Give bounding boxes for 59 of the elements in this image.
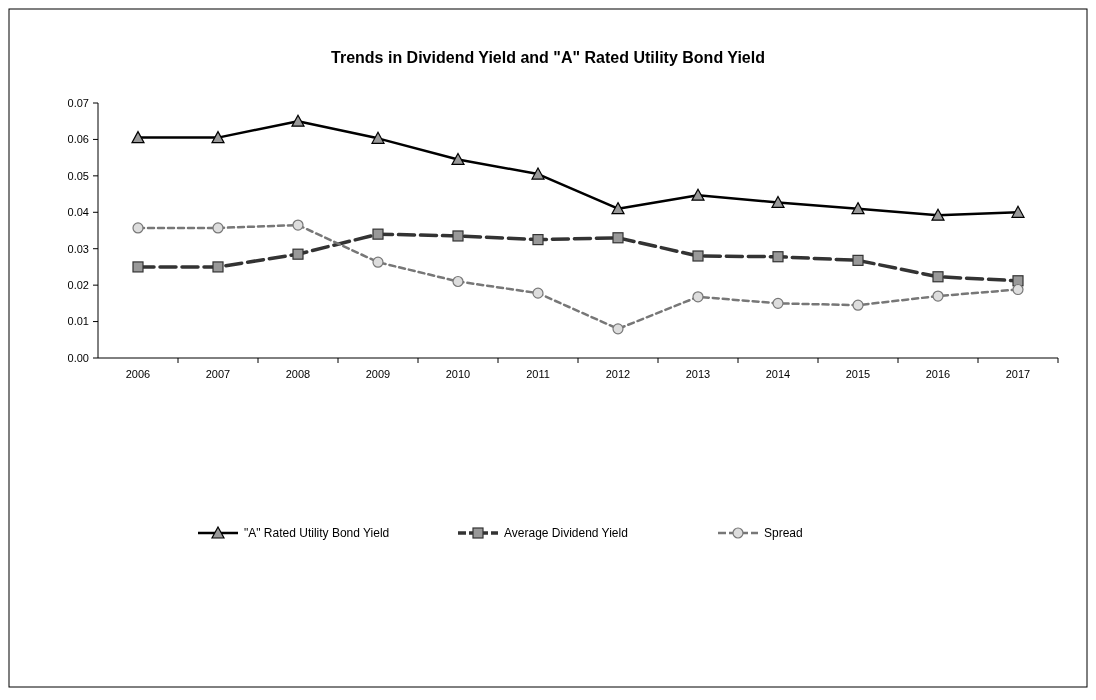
y-tick-label: 0.04 <box>67 206 89 219</box>
x-tick-label: 2017 <box>1005 368 1031 380</box>
x-tick-label: 2014 <box>765 368 791 380</box>
y-tick-label: 0.00 <box>67 351 89 364</box>
point <box>532 287 544 299</box>
point <box>772 297 784 309</box>
point <box>771 195 785 209</box>
point <box>1011 205 1025 218</box>
point <box>932 271 944 283</box>
x-tick-label: 2007 <box>205 368 231 380</box>
x-tick-label: 2011 <box>526 368 550 380</box>
point <box>132 261 144 273</box>
point <box>292 248 304 260</box>
point <box>612 232 624 244</box>
legend-label: Spread <box>764 526 803 541</box>
legend-label: Average Dividend Yield <box>504 526 628 541</box>
point <box>291 114 305 127</box>
y-tick-label: 0.07 <box>67 96 89 109</box>
point <box>532 234 544 246</box>
x-tick-label: 2010 <box>445 368 471 380</box>
x-tick-label: 2012 <box>605 368 631 380</box>
point <box>931 208 945 221</box>
point <box>132 222 144 234</box>
x-tick-label: 2009 <box>365 368 391 380</box>
y-tick-label: 0.03 <box>67 242 89 255</box>
point <box>692 291 704 303</box>
x-tick-label: 2008 <box>285 368 311 380</box>
point <box>452 275 464 288</box>
point <box>1012 283 1024 296</box>
point <box>452 230 464 242</box>
y-tick-label: 0.01 <box>67 315 89 328</box>
point <box>212 222 224 234</box>
point <box>692 250 704 262</box>
x-tick-label: 2013 <box>685 368 711 380</box>
point <box>932 290 944 302</box>
point <box>852 299 864 311</box>
point <box>371 131 385 144</box>
point <box>691 188 705 201</box>
point <box>212 261 224 273</box>
point <box>131 131 145 144</box>
point <box>531 167 545 180</box>
legend-label: "A" Rated Utility Bond Yield <box>244 526 390 541</box>
x-tick-label: 2015 <box>845 368 871 380</box>
point <box>611 202 625 215</box>
point <box>451 152 465 166</box>
point <box>772 251 784 263</box>
y-tick-label: 0.05 <box>67 169 89 182</box>
point <box>852 254 864 266</box>
x-tick-label: 2006 <box>125 368 151 380</box>
y-tick-label: 0.06 <box>67 133 89 146</box>
x-tick-label: 2016 <box>925 368 951 380</box>
point <box>612 323 624 335</box>
point <box>292 219 304 231</box>
chart-title: Trends in Dividend Yield and "A" Rated Utility Bond Yield <box>331 49 765 66</box>
point <box>211 131 225 144</box>
point <box>372 256 384 268</box>
point <box>372 228 384 240</box>
y-tick-label: 0.02 <box>67 278 89 291</box>
point <box>851 202 865 215</box>
